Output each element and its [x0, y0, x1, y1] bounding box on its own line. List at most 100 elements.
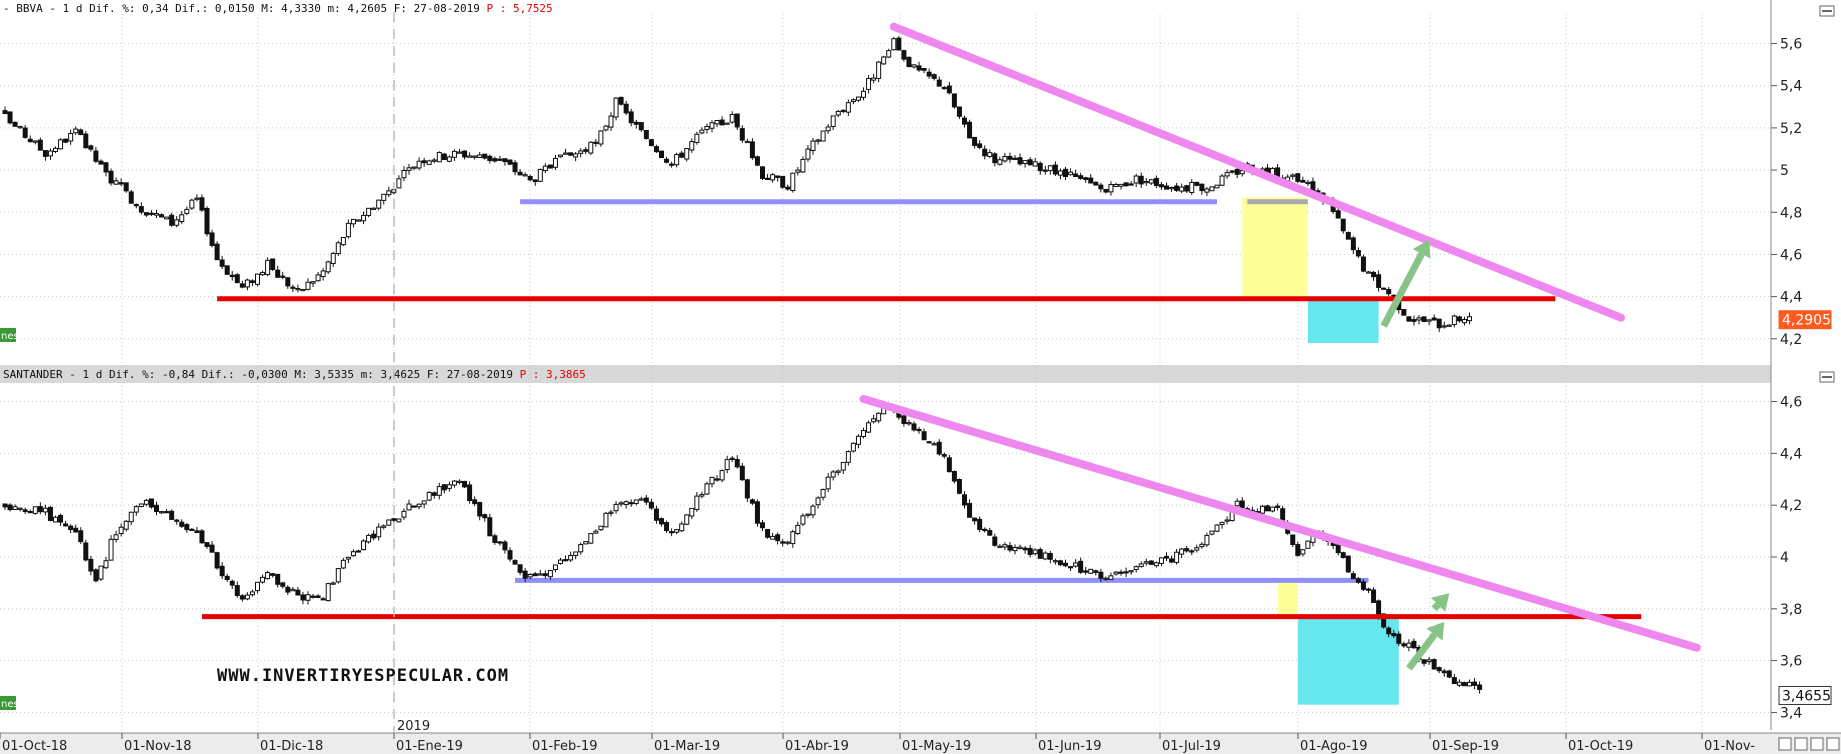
candle-up [290, 588, 296, 592]
candle-up [881, 56, 887, 65]
candle-down [714, 478, 720, 481]
candle-up [1416, 317, 1422, 321]
candle-down [462, 150, 468, 158]
candle-down [1340, 218, 1346, 232]
candle-up [1017, 546, 1023, 549]
candle-down [1381, 287, 1387, 290]
candle-down [765, 528, 771, 538]
candle-up [1108, 184, 1114, 193]
candle-up [850, 99, 856, 103]
y-tick-label: 4,2 [1780, 332, 1802, 348]
candle-up [159, 511, 165, 514]
candle-down [169, 510, 175, 520]
candle-up [32, 140, 38, 143]
candle-down [749, 141, 755, 159]
candle-up [679, 523, 685, 532]
candle-down [224, 265, 230, 275]
footer-icons[interactable] [1778, 737, 1840, 751]
candle-down [502, 541, 508, 551]
x-tick-label: 01-Nov-18 [124, 739, 192, 754]
candle-down [462, 480, 468, 488]
window-controls[interactable] [1819, 5, 1835, 383]
candle-down [487, 155, 493, 162]
candle-up [1426, 319, 1432, 322]
candle-up [1214, 184, 1220, 189]
candle-up [1270, 506, 1276, 512]
year-marker-label: 2019 [397, 719, 430, 734]
export-icon[interactable] [1810, 737, 1824, 751]
candle-up [1219, 175, 1225, 186]
candle-up [260, 576, 266, 583]
candle-up [613, 97, 619, 118]
candle-up [1204, 534, 1210, 546]
candle-down [527, 175, 533, 181]
settings-icon[interactable] [1826, 737, 1840, 751]
candle-down [280, 275, 286, 278]
candle-down [1396, 633, 1402, 644]
candle-down [1340, 552, 1346, 559]
candle-up [1073, 562, 1079, 567]
candle-up [714, 120, 720, 125]
candle-up [164, 216, 170, 220]
candle-down [1300, 179, 1306, 183]
y-tick-label: 4,6 [1780, 395, 1802, 411]
candle-down [27, 511, 33, 514]
candle-up [174, 219, 180, 226]
candle-up [547, 570, 553, 578]
candle-up [820, 488, 826, 498]
candle-down [310, 595, 316, 598]
candle-up [1138, 563, 1144, 568]
candle-up [704, 125, 710, 130]
candle-up [260, 272, 266, 276]
candle-up [785, 541, 791, 544]
candle-up [1239, 170, 1245, 175]
candle-down [679, 152, 685, 158]
candle-up [800, 515, 806, 525]
candle-down [992, 536, 998, 546]
candle-down [1093, 570, 1099, 573]
candle-up [805, 148, 811, 160]
axis-layer: 01-Oct-18 01-Nov-18 01-Dic-18 01-Ene-19 01-F… [0, 37, 1832, 754]
candle-down [946, 85, 952, 94]
candle-up [820, 130, 826, 142]
candle-down [1451, 677, 1457, 685]
candle-down [669, 163, 675, 166]
candle-up [684, 514, 690, 525]
candle-down [300, 594, 306, 601]
candle-up [987, 152, 993, 157]
candle-down [780, 541, 786, 544]
bullish-arrow [1380, 252, 1425, 328]
candle-down [37, 506, 43, 513]
candle-down [951, 93, 957, 108]
candle-up [179, 214, 185, 223]
candle-down [729, 457, 735, 460]
candle-down [1138, 175, 1144, 185]
candle-up [335, 568, 341, 583]
candle-up [876, 412, 882, 422]
candle-down [1153, 177, 1159, 187]
candle-down [1012, 157, 1018, 160]
candle-up [689, 507, 695, 517]
candle-down [270, 573, 276, 576]
candle-up [472, 155, 478, 158]
candle-down [1189, 550, 1195, 553]
candle-down [1366, 588, 1371, 591]
save-icon[interactable] [1778, 737, 1792, 751]
candle-down [643, 129, 649, 139]
candle-up [1113, 184, 1119, 187]
print-icon[interactable] [1794, 737, 1808, 751]
candle-down [492, 158, 498, 162]
candle-down [88, 558, 94, 572]
bullish-arrow [1431, 602, 1441, 612]
candle-down [638, 122, 644, 131]
candle-up [350, 551, 356, 557]
candle-up [744, 140, 750, 144]
candle-down [1290, 534, 1296, 545]
candle-down [138, 206, 144, 213]
candle-up [810, 505, 816, 516]
candle-down [123, 182, 129, 192]
candle-up [421, 500, 427, 505]
candle-down [189, 528, 195, 532]
candle-up [1108, 575, 1114, 580]
